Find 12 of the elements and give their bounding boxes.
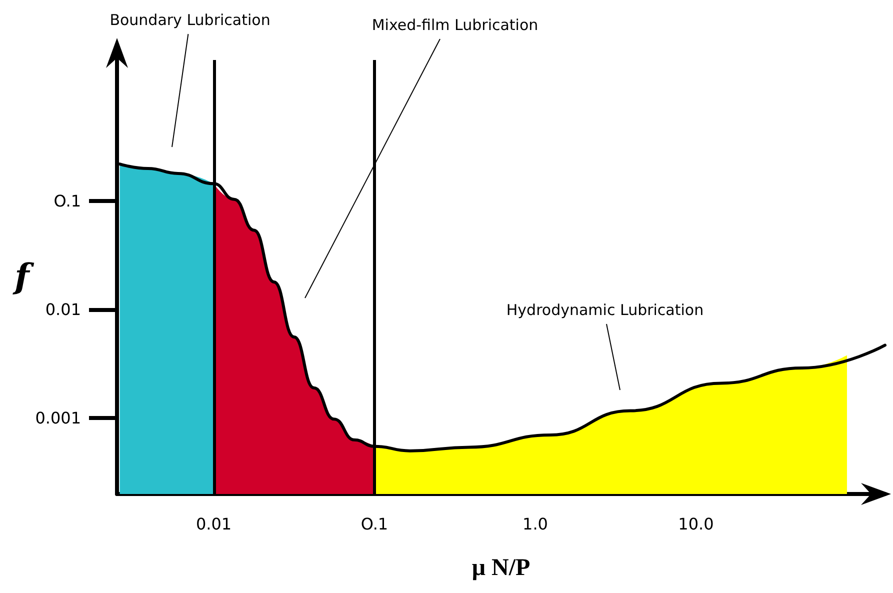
y-axis-title: f	[12, 257, 35, 297]
x-tick-label: 0.01	[196, 514, 232, 534]
x-tick-label: O.1	[360, 514, 388, 534]
y-tick-label: O.1	[54, 192, 81, 211]
x-axis-title: μ N/P	[472, 555, 530, 581]
text: Mixed-film Lubrication	[372, 16, 538, 34]
y-tick-label: 0.001	[35, 408, 81, 428]
x-tick-label: 10.0	[678, 514, 714, 534]
annotation: Hydrodynamic Lubrication	[506, 301, 704, 319]
y-tick-label: 0.01	[45, 300, 81, 320]
x-tick-label: 1.0	[522, 514, 548, 534]
text: Boundary Lubrication	[110, 11, 270, 29]
